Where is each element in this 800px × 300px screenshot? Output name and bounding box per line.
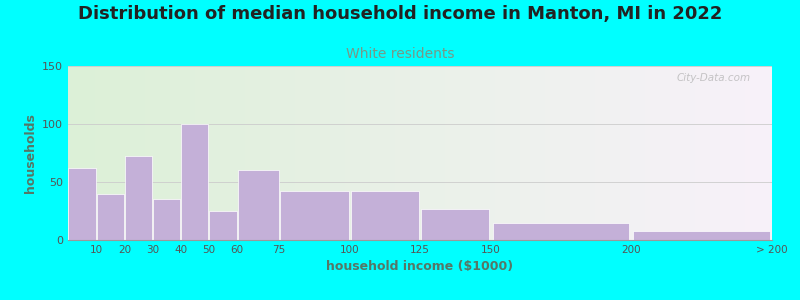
Text: City-Data.com: City-Data.com xyxy=(677,73,751,83)
X-axis label: household income ($1000): household income ($1000) xyxy=(326,260,514,273)
Bar xyxy=(421,209,490,240)
Bar xyxy=(153,200,180,240)
Text: White residents: White residents xyxy=(346,46,454,61)
Bar xyxy=(210,211,237,240)
Y-axis label: households: households xyxy=(23,113,37,193)
Text: Distribution of median household income in Manton, MI in 2022: Distribution of median household income … xyxy=(78,4,722,22)
Bar xyxy=(97,194,124,240)
Bar xyxy=(280,191,349,240)
Bar xyxy=(634,231,770,240)
Bar xyxy=(69,168,96,240)
Bar xyxy=(125,157,152,240)
Bar xyxy=(493,223,629,240)
Bar xyxy=(350,191,419,240)
Bar xyxy=(181,124,208,240)
Bar xyxy=(238,170,278,240)
